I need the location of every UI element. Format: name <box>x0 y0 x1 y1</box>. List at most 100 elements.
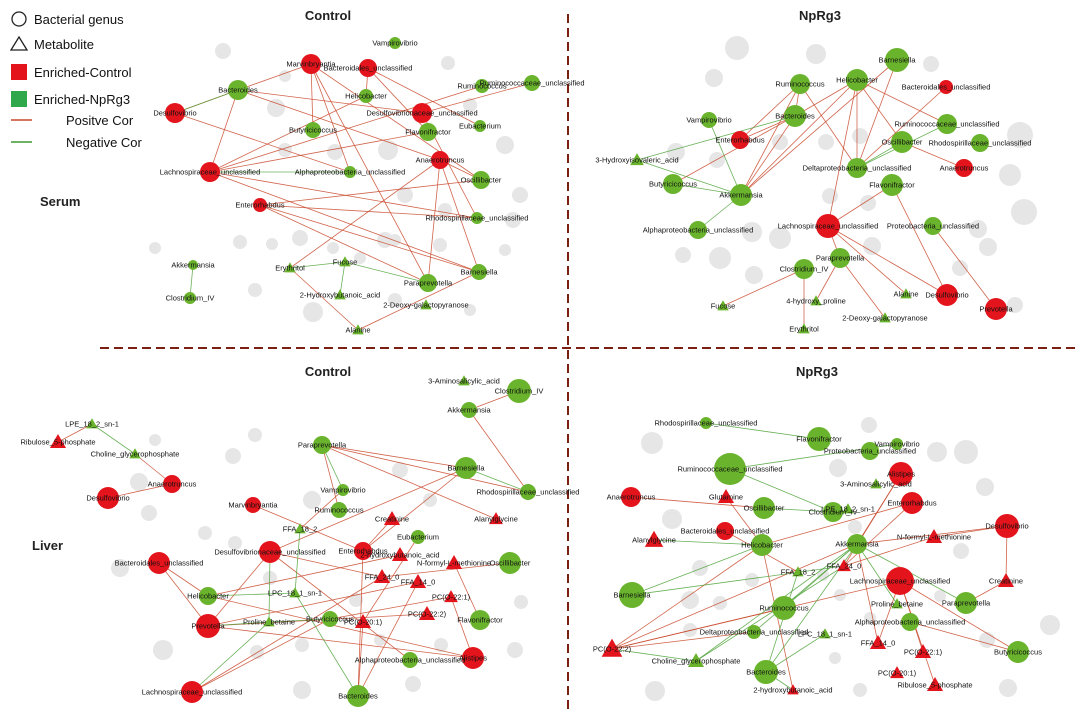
faded-node <box>233 235 247 249</box>
genus-node-bacteroides <box>228 80 248 100</box>
genus-node-flavonifractor <box>807 427 831 451</box>
node-label-pc-o-22-2: PC(O-22:2) <box>408 610 447 619</box>
genus-node-flavonifractor <box>881 174 903 196</box>
genus-node-anaerotruncus <box>163 475 181 493</box>
metabolite-node-2-hydroxybutanoic-acid <box>787 684 799 695</box>
node-label-2-hydroxybutanoic-acid: 2-Hydroxybutanoic_acid <box>300 291 380 300</box>
genus-node-butyricicoccus <box>663 174 683 194</box>
node-label-enterorhabdus: Enterorhabdus <box>235 201 284 210</box>
node-label-bacteroidales-unclassified: Bacteroidales_unclassified <box>115 559 204 568</box>
negative-cor-edge <box>294 592 359 697</box>
node-label-barnesiella: Barnesiella <box>447 464 485 473</box>
metabolite-node-lpe-18-2-sn-1 <box>86 418 98 429</box>
node-label-alphaproteobacteria-unclassified: Alphaproteobacteria_unclassified <box>355 656 466 665</box>
node-label-alistipes: Alistipes <box>459 654 487 663</box>
genus-node-lachnospiraceae-unclassified <box>200 162 220 182</box>
node-label-pc-o-20-1: PC(O-20:1) <box>344 618 383 627</box>
node-label-prevotella: Prevotella <box>191 622 225 631</box>
node-label-pc-o-22-2: PC(O-22:2) <box>593 645 632 654</box>
faded-node <box>822 188 838 204</box>
node-label-paraprevotella: Paraprevotella <box>298 441 347 450</box>
metabolite-node-erythritol <box>798 323 810 334</box>
faded-node <box>675 247 691 263</box>
metabolite-node-2-hydroxybutanoic-acid <box>334 289 346 300</box>
genus-node-enterorhabdus <box>253 198 267 212</box>
positive-cor-edge <box>381 562 511 578</box>
faded-node <box>512 187 528 203</box>
faded-node <box>1040 615 1060 635</box>
positive-cor-edge <box>57 423 93 443</box>
metabolite-node-fucose <box>339 256 351 267</box>
node-label-pc-o-22-1: PC(O-22:1) <box>432 593 471 602</box>
faded-node <box>742 222 762 242</box>
positive-cor-edge <box>611 543 858 650</box>
genus-node-alistipes <box>889 462 913 486</box>
positive-cor-edge <box>672 115 796 185</box>
metabolite-node-alanine <box>900 288 912 299</box>
positive-cor-edge <box>740 79 858 196</box>
genus-node-bacteroidales-unclassified <box>359 59 377 77</box>
genus-node-akkermansia <box>847 534 867 554</box>
genus-node-rhodospirillaceae-unclassified <box>520 484 536 500</box>
positive-cor-edge <box>740 115 796 196</box>
metabolite-node-pc-o-20-1 <box>354 613 372 629</box>
node-label-vampirovibrio: Vampirovibrio <box>372 39 417 48</box>
metabolite-node-ffa-14-0 <box>869 634 887 650</box>
node-label-vampirovibrio: Vampirovibrio <box>874 440 919 449</box>
genus-node-butyricicoccus <box>322 611 338 627</box>
positive-cor-edge <box>259 204 480 273</box>
faded-node <box>861 417 877 433</box>
node-label-alphaproteobacteria-unclassified: Alphaproteobacteria_unclassified <box>855 618 966 627</box>
positive-cor-edge <box>899 580 1019 653</box>
negative-cor-edge <box>636 159 742 196</box>
genus-node-butyricicoccus <box>305 122 321 138</box>
node-label-anaerotruncus: Anaerotruncus <box>940 164 989 173</box>
metabolite-node-pc-o-22-1 <box>914 643 932 659</box>
faded-node <box>433 238 447 252</box>
node-label-3-aminosalicylic-acid: 3-Aminosalicylic_acid <box>428 377 500 386</box>
node-label-enterorhabdus: Enterorhabdus <box>887 499 936 508</box>
faded-node <box>725 36 749 60</box>
node-label-erythritol: Erythritol <box>789 325 819 334</box>
node-label-fucose: Fucose <box>333 258 358 267</box>
faded-node <box>149 434 161 446</box>
panel-liver-nprg3: NpRg3 Rhodospirillaceae_unclassified Flav… <box>593 364 1060 701</box>
negative-cor-edge <box>631 565 845 596</box>
positive-cor-edge <box>158 562 209 627</box>
positive-cor-edge <box>856 86 947 169</box>
faded-node <box>999 679 1017 697</box>
metabolite-node-lpe-18-2-sn-1 <box>842 503 854 514</box>
faded-node <box>250 645 264 659</box>
panel-liver-control: Control 3-Aminosalicylic_acidClostridium… <box>20 364 579 707</box>
node-label-prevotella: Prevotella <box>979 305 1013 314</box>
genus-node-paraprevotella <box>830 248 850 268</box>
positive-cor-edge <box>207 554 401 597</box>
positive-cor-edge <box>357 621 364 697</box>
positive-cor-edge <box>827 225 907 295</box>
genus-node-lachnospiraceae-unclassified <box>181 681 203 703</box>
node-label-ribulose-5-phosphate: Ribulose_5-phosphate <box>20 438 95 447</box>
faded-node <box>505 212 521 228</box>
node-label-marvinbryantia: Marvinbryantia <box>228 501 278 510</box>
node-label-proline-betaine: Proline_betaine <box>871 600 923 609</box>
faded-node <box>745 266 763 284</box>
genus-node-lachnospiraceae-unclassified <box>816 214 840 238</box>
genus-node-akkermansia <box>730 184 752 206</box>
genus-node-proteobacteria-unclassified <box>924 217 942 235</box>
node-label-choline-glycerophosphate: Choline_glycerophosphate <box>652 657 741 666</box>
faded-node <box>215 43 231 59</box>
faded-node <box>709 152 725 168</box>
node-label-alistipes: Alistipes <box>887 470 915 479</box>
node-label-lachnospiraceae-unclassified: Lachnospiraceae_unclassified <box>160 168 261 177</box>
genus-node-oscillibacter <box>472 171 490 189</box>
metabolite-node-lpc-18-1-sn-1 <box>289 587 301 598</box>
row-label-serum: Serum <box>40 194 80 209</box>
negative-cor-edge <box>268 618 331 623</box>
genus-node-rhodospirillaceae-unclassified <box>971 134 989 152</box>
faded-node <box>953 543 969 559</box>
genus-node-eubacterium <box>411 530 425 544</box>
legend-positive-label: Positve Cor <box>66 113 134 128</box>
faded-node <box>745 573 759 587</box>
positive-cor-edge <box>259 179 482 206</box>
faded-node <box>806 44 826 64</box>
